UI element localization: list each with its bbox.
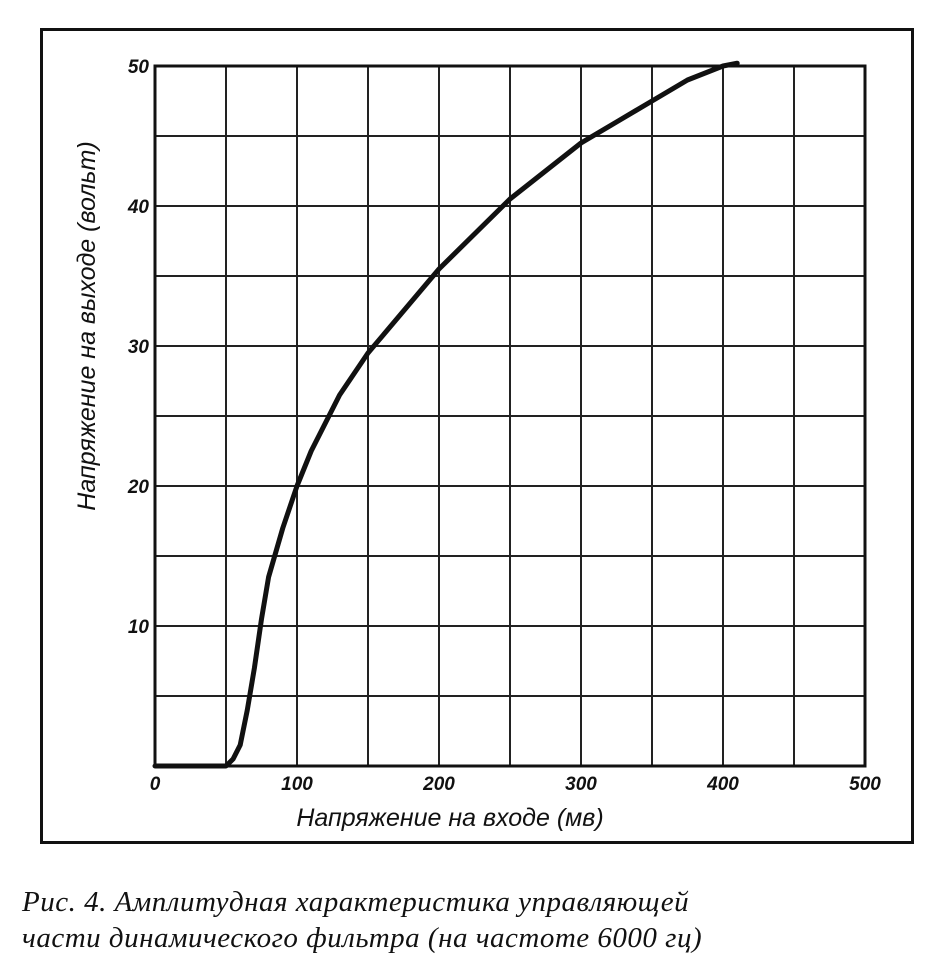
x-tick-label: 0 <box>150 774 161 795</box>
x-tick-label: 200 <box>422 774 455 795</box>
y-tick-label: 30 <box>128 337 150 358</box>
x-tick-label: 500 <box>849 774 881 795</box>
y-tick-label: 50 <box>128 57 150 78</box>
x-tick-label: 400 <box>706 774 739 795</box>
y-tick-label: 10 <box>128 617 150 638</box>
grid <box>155 66 865 766</box>
figure-frame <box>40 28 914 844</box>
x-axis-title: Напряжение на входе (мв) <box>296 804 603 832</box>
y-tick-label: 20 <box>127 477 150 498</box>
x-tick-label: 300 <box>565 774 597 795</box>
caption-line-1: Рис. 4. Амплитудная характеристика управ… <box>22 886 690 918</box>
y-tick-label: 40 <box>127 197 150 218</box>
x-tick-labels: 0 100 200 300 400 500 <box>150 774 882 795</box>
plot-border <box>153 64 867 768</box>
amplitude-characteristic-chart: 0 100 200 300 400 500 10 20 30 40 50 Напряжение н… <box>73 57 882 832</box>
amplitude-curve <box>152 60 740 769</box>
x-tick-label: 100 <box>281 774 313 795</box>
y-tick-labels: 10 20 30 40 50 <box>127 57 150 638</box>
figure-caption: Рис. 4. Амплитудная характеристика управ… <box>22 884 922 956</box>
caption-line-2: части динамического фильтра (на частоте … <box>22 922 703 954</box>
y-axis-title: Напряжение на выходе (вольт) <box>73 141 101 510</box>
